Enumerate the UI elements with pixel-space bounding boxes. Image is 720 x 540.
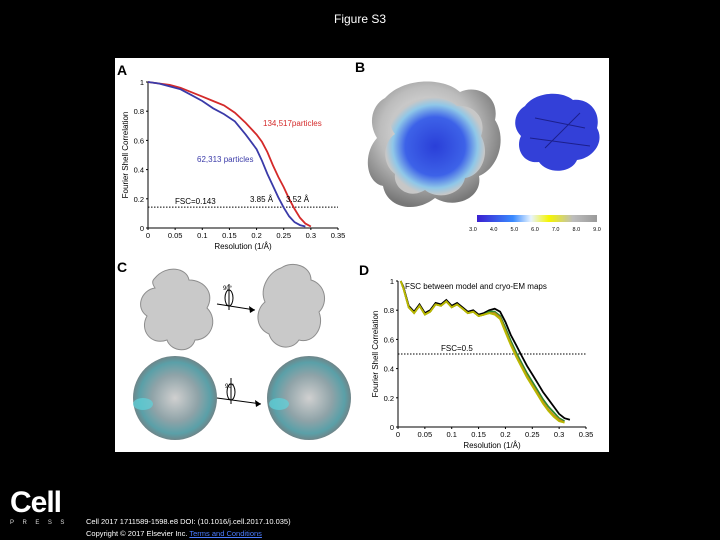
x-tick-label: 0.35 [579, 430, 594, 439]
x-tick-label: 0 [146, 231, 150, 240]
x-axis-label: Resolution (1/Å) [463, 441, 521, 450]
x-tick-label: 0.25 [276, 231, 291, 240]
y-tick-label: 0.4 [134, 166, 144, 175]
rotation-arrow-top [216, 284, 256, 313]
colorbar-tick-label: 3.0 [469, 227, 477, 233]
cell-press-logo: Cell PRESS [10, 486, 73, 527]
x-tick-label: 0.2 [500, 430, 510, 439]
x-tick-label: 0.15 [222, 231, 237, 240]
particle-model-side [267, 356, 351, 440]
fsc-series-line [147, 81, 312, 228]
x-tick-label: 0.3 [554, 430, 564, 439]
panel-b-maps: 3.0 4.0 5.0 6.0 7.0 8.0 9.0 [367, 81, 601, 233]
y-axis-label: Fourier Shell Correlation [371, 311, 380, 398]
x-tick-label: 0.05 [418, 430, 433, 439]
chart-title: FSC between model and cryo-EM maps [405, 282, 547, 291]
threshold-label: FSC=0.5 [441, 344, 473, 353]
panel-label-d: D [359, 262, 369, 278]
panel-label-b: B [355, 59, 365, 75]
resolution-annotation: 3.85 Å [250, 195, 274, 204]
fsc-series-line [399, 280, 571, 421]
y-tick-label: 0.4 [384, 365, 394, 374]
x-tick-label: 0.1 [446, 430, 456, 439]
citation-line2: Copyright © 2017 Elsevier Inc. Terms and… [86, 528, 291, 540]
colorbar-tick-label: 8.0 [573, 227, 581, 233]
fsc-series-line [399, 280, 565, 424]
y-tick-label: 0.8 [384, 306, 394, 315]
series-label: 134,517particles [263, 119, 322, 128]
x-tick-label: 0 [396, 430, 400, 439]
press-logo-text: PRESS [10, 520, 73, 526]
y-tick-label: 0 [140, 224, 144, 233]
density-map-side [257, 264, 326, 348]
atomic-model-map [515, 93, 600, 171]
colorbar-tick-label: 7.0 [552, 227, 560, 233]
particle-model-front [133, 356, 217, 440]
chart-d: 0 0.05 0.1 0.15 0.2 0.25 0.3 0.35 0 0.2 0.4 0.6 0.8 1… [371, 277, 593, 450]
y-tick-label: 0.2 [134, 195, 144, 204]
panel-label-a: A [117, 62, 127, 78]
y-tick-label: 0.6 [384, 335, 394, 344]
figure-panel: A B C D 0 0.05 0.1 0.15 0.2 0.25 0.3 0.35 0 0.2 0.… [115, 58, 609, 452]
rotation-arrow-bottom [216, 378, 262, 407]
cell-logo-text: Cell [10, 486, 62, 519]
density-map-front [140, 268, 214, 351]
y-tick-label: 0.8 [134, 107, 144, 116]
x-tick-label: 0.1 [197, 231, 207, 240]
citation: Cell 2017 1711589-1598.e8 DOI: (10.1016/… [86, 516, 291, 540]
fsc-series-line [147, 81, 306, 228]
x-tick-label: 0.05 [168, 231, 183, 240]
colorbar-tick-label: 6.0 [531, 227, 539, 233]
colorbar-tick-label: 4.0 [490, 227, 498, 233]
figure-svg: A B C D 0 0.05 0.1 0.15 0.2 0.25 0.3 0.35 0 0.2 0.… [117, 59, 601, 450]
atomic-model-detail [529, 112, 591, 149]
y-tick-label: 0 [390, 423, 394, 432]
x-tick-label: 0.35 [331, 231, 346, 240]
resolution-annotation: 3.52 Å [286, 195, 310, 204]
copyright-text: Copyright © 2017 Elsevier Inc. [86, 529, 188, 538]
y-tick-label: 1 [140, 78, 144, 87]
figure-title: Figure S3 [333, 12, 387, 26]
threshold-label: FSC=0.143 [175, 197, 216, 206]
cyan-density-left [133, 398, 153, 410]
x-tick-label: 0.3 [306, 231, 316, 240]
rotation-label-top: 90° [223, 286, 233, 292]
rotation-label-bottom: 90° [225, 384, 235, 390]
x-tick-label: 0.15 [471, 430, 486, 439]
panel-label-c: C [117, 259, 127, 275]
y-axis-label: Fourier Shell Correlation [121, 112, 130, 199]
y-tick-label: 1 [390, 277, 394, 286]
terms-link[interactable]: Terms and Conditions [189, 529, 262, 538]
colorbar-ticks: 3.0 4.0 5.0 6.0 7.0 8.0 9.0 [469, 227, 601, 233]
chart-a: 0 0.05 0.1 0.15 0.2 0.25 0.3 0.35 0 0.2 0.4 0.6 0.8 1… [121, 78, 345, 251]
y-tick-label: 0.2 [384, 394, 394, 403]
fsc-series-line [399, 280, 565, 424]
x-tick-label: 0.2 [251, 231, 261, 240]
colorbar-tick-label: 9.0 [593, 227, 601, 233]
panel-c-maps: 90° 90° [133, 264, 351, 440]
colorbar-tick-label: 5.0 [511, 227, 519, 233]
local-resolution-map [385, 97, 486, 196]
resolution-colorbar [477, 215, 597, 222]
y-tick-label: 0.6 [134, 136, 144, 145]
x-axis-label: Resolution (1/Å) [214, 242, 272, 251]
x-tick-label: 0.25 [525, 430, 540, 439]
series-label: 62,313 particles [197, 155, 253, 164]
citation-line1: Cell 2017 1711589-1598.e8 DOI: (10.1016/… [86, 517, 291, 526]
cyan-density-right [269, 398, 289, 410]
